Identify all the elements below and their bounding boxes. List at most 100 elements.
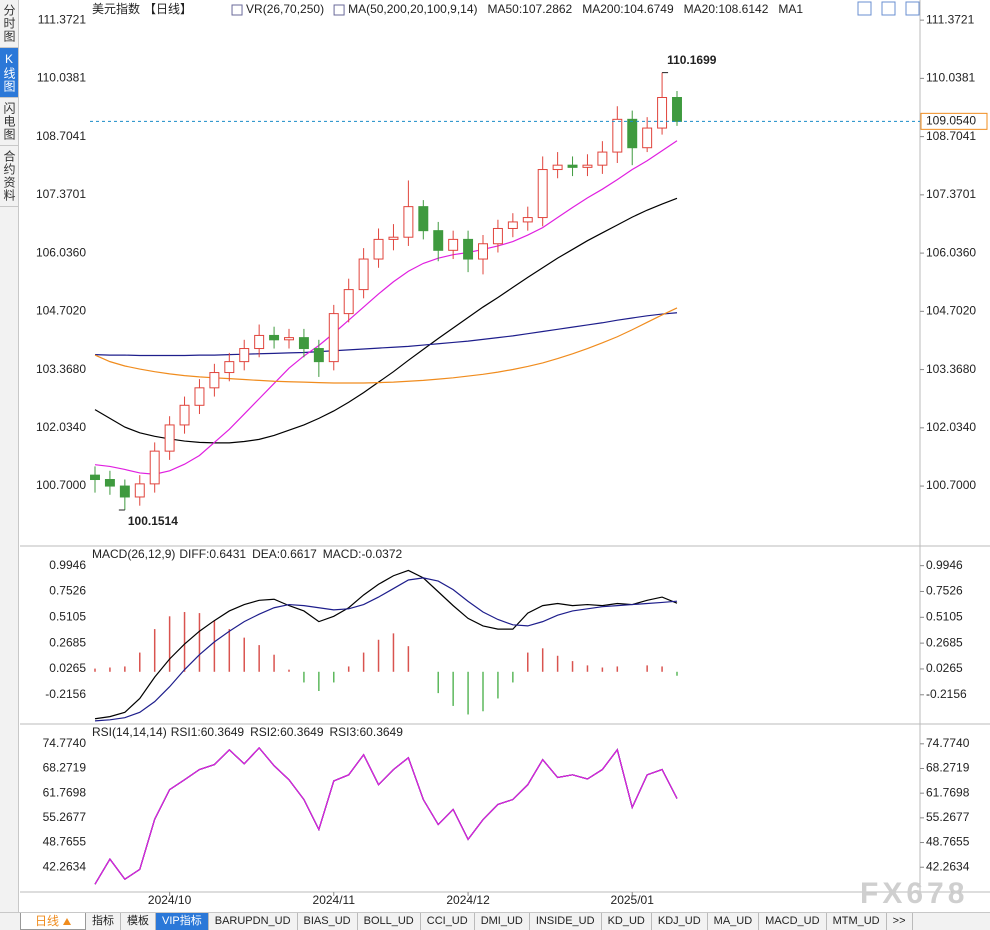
legend-label: RSI3:60.3649 bbox=[330, 725, 404, 739]
side-tab[interactable]: K线图 bbox=[0, 48, 18, 98]
candle-body bbox=[507, 221, 518, 229]
legend-label: MA(50,200,20,100,9,14) bbox=[348, 2, 477, 16]
bottom-tab[interactable]: MA_UD bbox=[708, 913, 760, 930]
toolbar-icon[interactable] bbox=[881, 1, 896, 16]
bottom-tab[interactable]: 模板 bbox=[121, 913, 156, 930]
period-button[interactable]: 日线 bbox=[20, 913, 86, 930]
candle-body bbox=[627, 118, 638, 149]
y-tick-label: 42.2634 bbox=[43, 859, 87, 873]
bottom-tab[interactable]: 指标 bbox=[86, 913, 121, 930]
candle-body bbox=[388, 236, 399, 240]
candle-body bbox=[313, 348, 324, 363]
legend-label: RSI(14,14,14) bbox=[92, 725, 167, 739]
legend-icon bbox=[333, 4, 345, 16]
legend-label: RSI1:60.3649 bbox=[171, 725, 245, 739]
y-tick-label: 104.7020 bbox=[36, 304, 86, 318]
candle-body bbox=[224, 361, 235, 374]
candle-body bbox=[463, 238, 474, 260]
candle-body bbox=[209, 372, 220, 389]
y-tick-label: 42.2634 bbox=[926, 859, 970, 873]
candle-body bbox=[358, 258, 369, 291]
candle-body bbox=[418, 206, 429, 232]
y-tick-label: 107.3701 bbox=[36, 187, 86, 201]
y-tick-label: 55.2677 bbox=[926, 810, 970, 824]
toolbar-icon[interactable] bbox=[905, 1, 920, 16]
candle-body bbox=[284, 337, 294, 341]
legend-icon bbox=[231, 4, 243, 16]
y-tick-label: 0.7526 bbox=[49, 584, 86, 598]
last-price-box bbox=[920, 112, 988, 130]
line-series bbox=[94, 569, 678, 720]
y-tick-label: 108.7041 bbox=[926, 129, 976, 143]
side-tab[interactable]: 合约资料 bbox=[0, 146, 18, 207]
line-series bbox=[94, 140, 678, 475]
candle-body bbox=[567, 164, 578, 168]
line-series bbox=[94, 746, 678, 885]
y-tick-label: 48.7655 bbox=[926, 835, 970, 849]
bottom-tab[interactable]: MACD_UD bbox=[759, 913, 827, 930]
bottom-tab[interactable]: INSIDE_UD bbox=[530, 913, 602, 930]
y-tick-label: 108.7041 bbox=[36, 129, 86, 143]
y-tick-label: 110.0381 bbox=[37, 71, 86, 85]
bottom-tab[interactable]: VIP指标 bbox=[156, 913, 209, 930]
candle-body bbox=[164, 424, 175, 452]
candle-body bbox=[239, 348, 250, 363]
legend-label: MA200:104.6749 bbox=[582, 2, 674, 16]
y-tick-label: 0.0265 bbox=[926, 661, 963, 675]
y-tick-label: 0.9946 bbox=[926, 558, 963, 572]
candle-body bbox=[642, 127, 653, 149]
y-tick-label: 74.7740 bbox=[43, 736, 87, 750]
bottom-tab[interactable]: MTM_UD bbox=[827, 913, 887, 930]
x-tick-label: 2024/11 bbox=[313, 893, 356, 907]
candle-body bbox=[612, 118, 623, 153]
candle-body bbox=[433, 230, 444, 251]
x-tick-label: 2024/12 bbox=[446, 893, 490, 907]
watermark: FX678 bbox=[860, 877, 968, 910]
legend-label: RSI2:60.3649 bbox=[250, 725, 324, 739]
candle-body bbox=[119, 485, 130, 498]
legend-label: MA50:107.2862 bbox=[488, 2, 573, 16]
y-tick-label: 104.7020 bbox=[926, 304, 976, 318]
bottom-tab[interactable]: BOLL_UD bbox=[358, 913, 421, 930]
side-tab[interactable]: 分时图 bbox=[0, 0, 18, 48]
bottom-tab[interactable]: BARUPDN_UD bbox=[209, 913, 298, 930]
toolbar-icon[interactable] bbox=[857, 1, 872, 16]
candle-body bbox=[448, 238, 459, 251]
y-tick-label: 0.2685 bbox=[49, 635, 86, 649]
side-tab[interactable]: 闪电图 bbox=[0, 98, 18, 146]
candle-body bbox=[179, 404, 190, 426]
candle-body bbox=[343, 289, 354, 315]
y-tick-label: 102.0340 bbox=[926, 420, 976, 434]
bottom-tab[interactable]: >> bbox=[887, 913, 913, 930]
period-arrow bbox=[63, 918, 72, 925]
y-tick-label: 74.7740 bbox=[926, 736, 970, 750]
candle-body bbox=[552, 164, 563, 171]
y-tick-label: 100.7000 bbox=[36, 478, 86, 492]
high-label: 110.1699 bbox=[667, 53, 717, 67]
bottom-tab[interactable]: KD_UD bbox=[602, 913, 652, 930]
legend-label: DEA:0.6617 bbox=[252, 547, 317, 561]
last-price-label: 109.0540 bbox=[926, 114, 976, 128]
legend-label: MA20:108.6142 bbox=[684, 2, 769, 16]
period-label: 日线 bbox=[35, 914, 60, 928]
candle-body bbox=[149, 450, 160, 485]
bottom-tab[interactable]: CCI_UD bbox=[421, 913, 475, 930]
y-tick-label: 0.2685 bbox=[926, 635, 963, 649]
y-tick-label: 0.9946 bbox=[49, 558, 86, 572]
y-tick-label: -0.2156 bbox=[45, 687, 86, 701]
y-tick-label: 110.0381 bbox=[926, 71, 975, 85]
candle-body bbox=[134, 483, 145, 498]
bottom-tab[interactable]: DMI_UD bbox=[475, 913, 530, 930]
candle-body bbox=[373, 238, 384, 260]
y-tick-label: 106.0360 bbox=[36, 245, 86, 259]
bottom-tabs: 日线 指标 模板 VIP指标 BARUPDN_UD BIAS_UD BOLL_UD CCI_… bbox=[0, 912, 990, 930]
y-tick-label: 0.5105 bbox=[926, 609, 963, 623]
bottom-tab[interactable]: BIAS_UD bbox=[298, 913, 358, 930]
candle-body bbox=[298, 337, 309, 350]
y-tick-label: 68.2719 bbox=[926, 761, 970, 775]
bottom-tab[interactable]: KDJ_UD bbox=[652, 913, 708, 930]
legend-label: MACD:-0.0372 bbox=[323, 547, 403, 561]
candle-body bbox=[478, 243, 488, 260]
legend-label: 美元指数 bbox=[92, 1, 140, 16]
